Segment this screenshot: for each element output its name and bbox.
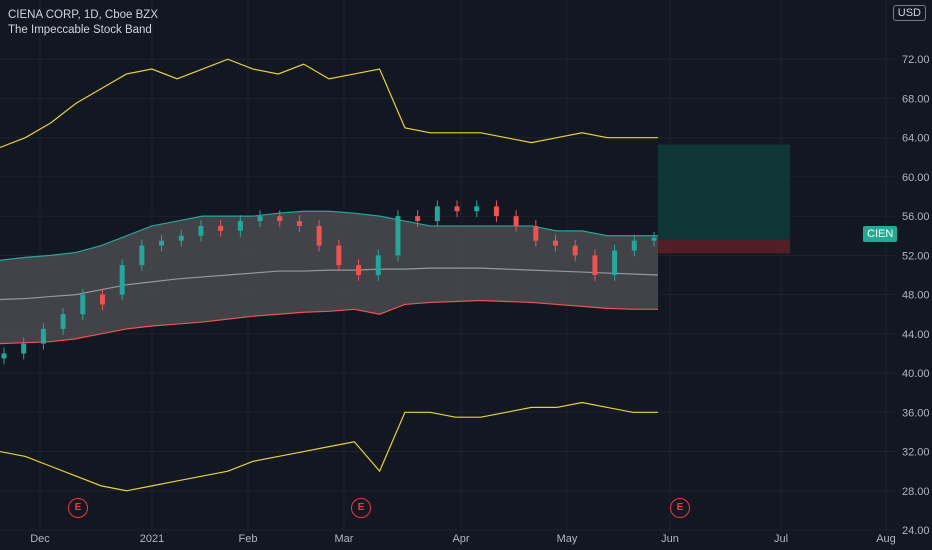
candle-body: [80, 294, 86, 315]
candle-body: [651, 237, 657, 241]
candle-body: [159, 240, 165, 246]
candle-body: [572, 245, 578, 256]
y-tick-label: 24.00: [902, 525, 930, 537]
y-tick-label: 72.00: [902, 54, 930, 66]
candle-body: [218, 225, 224, 231]
x-tick-label: Jun: [661, 533, 679, 545]
y-tick-label: 48.00: [902, 290, 930, 302]
y-tick-label: 64.00: [902, 133, 930, 145]
candle-body: [415, 216, 421, 222]
indicator-title[interactable]: The Impeccable Stock Band: [8, 24, 152, 36]
bands-layer: [0, 58, 659, 492]
y-tick-label: 52.00: [902, 250, 930, 262]
x-tick-label: Dec: [30, 533, 50, 545]
x-tick-label: 2021: [140, 533, 164, 545]
candle-body: [60, 314, 66, 329]
x-tick-label: Jul: [774, 533, 788, 545]
candle-body: [119, 265, 125, 295]
candle-body: [612, 250, 618, 275]
candle-body: [356, 265, 362, 275]
candle-body: [592, 255, 598, 275]
candle-body: [178, 235, 184, 241]
x-tick-label: Aug: [876, 533, 896, 545]
earnings-marker[interactable]: E: [351, 498, 371, 518]
candle-body: [395, 216, 401, 256]
band-line: [0, 401, 658, 492]
time-axis[interactable]: Dec 2021 Feb Mar Apr May Jun Jul Aug: [30, 533, 896, 545]
candle-body: [277, 216, 283, 222]
y-tick-label: 44.00: [902, 329, 930, 341]
candle-body: [257, 216, 263, 222]
x-tick-label: Feb: [239, 533, 258, 545]
price-axis[interactable]: 24.00 28.00 32.00 36.00 40.00 44.00 48.00 52.00…: [902, 54, 930, 537]
band-line: [0, 58, 658, 149]
candle-body: [493, 206, 499, 217]
symbol-title[interactable]: CIENA CORP, 1D, Cboe BZX: [8, 9, 158, 21]
x-tick-label: Apr: [452, 533, 469, 545]
earnings-marker[interactable]: E: [68, 498, 88, 518]
y-tick-label: 68.00: [902, 93, 930, 105]
candle-body: [336, 245, 342, 266]
x-tick-label: May: [557, 533, 578, 545]
y-tick-label: 28.00: [902, 486, 930, 498]
candle-body: [533, 225, 539, 241]
earnings-marker[interactable]: E: [670, 498, 690, 518]
candle-body: [513, 216, 519, 226]
candle-body: [99, 294, 105, 305]
band-line: [0, 210, 658, 261]
y-tick-label: 56.00: [902, 211, 930, 223]
candle-body: [139, 245, 145, 266]
band-line: [0, 299, 658, 345]
currency-button[interactable]: USD: [892, 5, 926, 21]
candle-body: [474, 206, 480, 212]
x-tick-label: Mar: [335, 533, 354, 545]
candle-body: [434, 206, 440, 222]
band-line: [0, 267, 659, 301]
candles-layer: [1, 200, 657, 365]
y-tick-label: 60.00: [902, 172, 930, 184]
candle-body: [553, 240, 559, 246]
stop-zone: [658, 239, 790, 254]
target-zone: [658, 144, 790, 240]
y-tick-label: 32.00: [902, 447, 930, 459]
trade-setup-zones[interactable]: [658, 144, 790, 254]
candle-body: [1, 353, 7, 359]
candle-body: [631, 240, 637, 251]
band-fill: [0, 211, 658, 344]
y-tick-label: 36.00: [902, 407, 930, 419]
candle-body: [375, 255, 381, 275]
last-price-tag: CIEN: [863, 226, 898, 242]
candle-body: [296, 221, 302, 226]
candle-body: [21, 343, 27, 354]
y-tick-label: 40.00: [902, 368, 930, 380]
candle-body: [40, 328, 46, 344]
chart-legend: CIENA CORP, 1D, Cboe BZX The Impeccable …: [8, 8, 158, 38]
candle-body: [454, 206, 460, 212]
candle-body: [237, 221, 243, 231]
candle-body: [198, 225, 204, 236]
candle-body: [316, 225, 322, 246]
